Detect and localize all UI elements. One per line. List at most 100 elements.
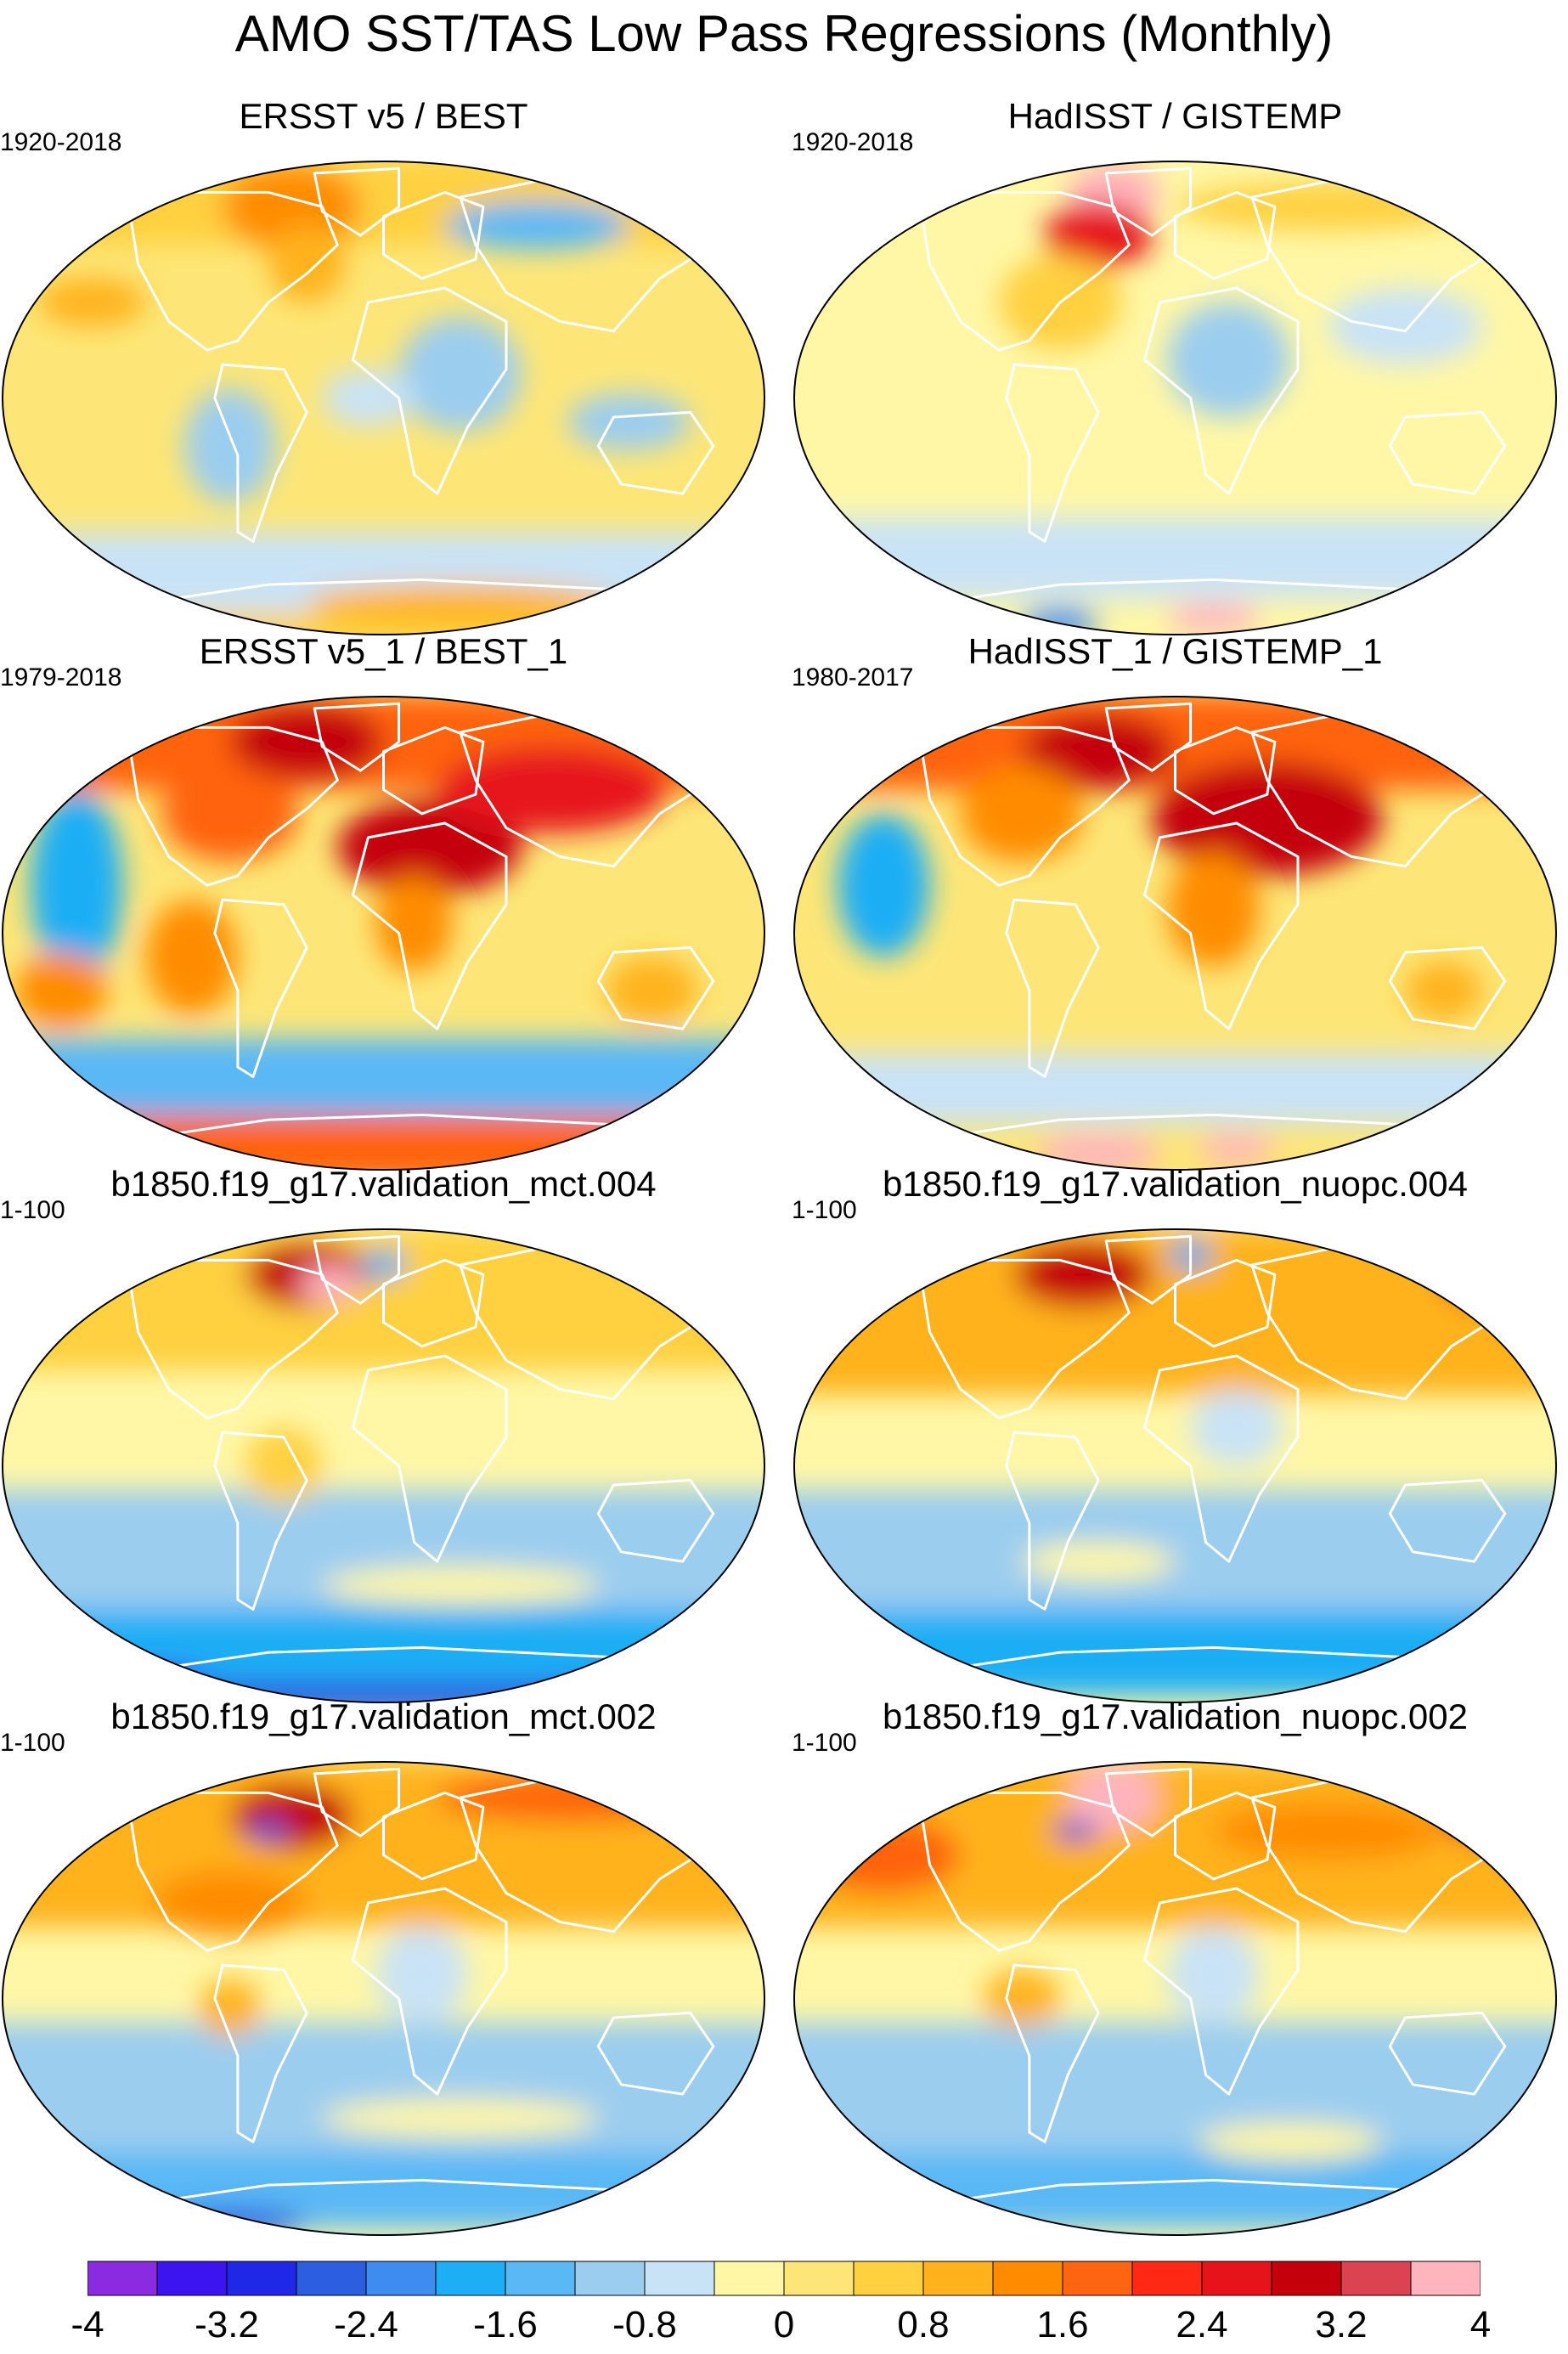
coastline-greenland (313, 1767, 401, 1837)
coastline-northAmerica (129, 1791, 339, 1952)
anomaly-region (606, 957, 698, 1025)
colorbar-tick-label: -3.2 (195, 2304, 259, 2346)
chart-title: AMO SST/TAS Low Pass Regressions (Monthl… (234, 5, 1334, 62)
coastline-southAmerica (1005, 1963, 1100, 2143)
coastline-europe (382, 1258, 485, 1348)
coastline-africa (351, 821, 508, 1030)
coastline-southAmerica (1005, 1431, 1100, 1611)
coastline-northAmerica (129, 190, 339, 352)
coastline-northAmerica (921, 725, 1131, 887)
zonal-band (794, 517, 1556, 599)
colorbar-swatch (1271, 2261, 1342, 2296)
anomaly-region (153, 2209, 307, 2235)
colorbar-swatch (574, 2261, 646, 2296)
anomaly-region (853, 1289, 1037, 1357)
colorbar-tick-label: 0 (773, 2304, 795, 2346)
anomaly-region (245, 1821, 292, 1841)
coastline-europe (382, 725, 485, 816)
coastline-australia (1388, 1478, 1507, 1563)
coastline-greenland (313, 167, 401, 237)
anomaly-region (444, 201, 629, 250)
world-map (793, 1761, 1557, 2236)
colorbar-swatch (505, 2261, 576, 2296)
coastline-australia (1388, 946, 1507, 1030)
world-map (793, 696, 1557, 1171)
anomaly-region (1167, 302, 1290, 418)
colorbar-swatch (922, 2261, 994, 2296)
colorbar-swatch (853, 2261, 924, 2296)
colorbar-swatch (1062, 2261, 1133, 2296)
colorbar-swatch (87, 2261, 158, 2296)
anomaly-region (437, 746, 668, 833)
colorbar-swatch (1201, 2261, 1272, 2296)
map-panel: HadISST_1 / GISTEMP_1 1980-2017 (792, 630, 1559, 1174)
anomaly-region (31, 789, 123, 981)
colorbar-tick-label: 0.8 (897, 2304, 950, 2346)
anomaly-region (807, 1816, 961, 1894)
colorbar-tick-label: -4 (71, 2304, 104, 2346)
map-panel: ERSST v5_1 / BEST_1 1979-2018 (0, 630, 767, 1174)
anomaly-region (99, 1666, 207, 1696)
panel-period: 1-100 (792, 1196, 857, 1224)
anomaly-region (567, 392, 691, 451)
panel-title: b1850.f19_g17.validation_mct.004 (110, 1164, 657, 1204)
panel-title: b1850.f19_g17.validation_mct.002 (110, 1696, 657, 1736)
anomaly-region (245, 1427, 323, 1504)
colorbar-swatch (226, 2261, 297, 2296)
anomaly-region (398, 316, 522, 432)
anomaly-region (15, 952, 108, 1030)
panel-period: 1920-2018 (0, 128, 122, 156)
panel-period: 1-100 (792, 1729, 857, 1757)
anomaly-region (360, 1250, 407, 1279)
coastline-southAmerica (1005, 898, 1100, 1078)
colorbar-tick-label: 3.2 (1315, 2304, 1368, 2346)
anomaly-region (1152, 760, 1383, 876)
colorbar-tick-label: -0.8 (612, 2304, 677, 2346)
colorbar-swatch (435, 2261, 506, 2296)
colorbar-tick-label: -2.4 (334, 2304, 398, 2346)
zonal-band (3, 2151, 764, 2228)
map-panel: b1850.f19_g17.validation_nuopc.004 1-100 (792, 1163, 1559, 1707)
coastline-southAmerica (1005, 363, 1100, 543)
zonal-band (794, 1489, 1556, 1610)
anomaly-region (1405, 962, 1482, 1019)
coastline-australia (596, 410, 715, 495)
colorbar-swatch (992, 2261, 1063, 2296)
anomaly-region (1213, 1802, 1444, 1860)
anomaly-region (268, 225, 346, 302)
anomaly-region (1052, 1821, 1099, 1841)
map-panel: b1850.f19_g17.validation_mct.002 1-100 (0, 1696, 767, 2239)
anomaly-region (153, 1869, 307, 1937)
zonal-band (794, 2151, 1556, 2228)
coastline-australia (596, 2011, 715, 2096)
colorbar-swatch (713, 2261, 785, 2296)
coastline-greenland (1104, 702, 1193, 772)
colorbar-tick-label: 4 (1469, 2304, 1492, 2346)
anomaly-region (322, 2098, 599, 2137)
anomaly-region (1198, 1133, 1275, 1163)
panel-period: 1980-2017 (792, 663, 914, 692)
coastline-greenland (1104, 1234, 1193, 1305)
anomaly-region (960, 765, 1084, 862)
coastline-australia (1388, 410, 1507, 495)
zonal-band (794, 1053, 1556, 1125)
anomaly-region (183, 388, 277, 504)
coastline-northAmerica (921, 1258, 1131, 1420)
coastline-africa (351, 1887, 508, 2096)
anomaly-region (38, 278, 146, 327)
zonal-band (3, 1038, 764, 1115)
anomaly-region (1167, 1927, 1260, 2023)
coastline-southAmerica (213, 363, 308, 543)
colorbar-swatch (296, 2261, 367, 2296)
world-map (793, 161, 1557, 635)
world-map (793, 1228, 1557, 1703)
anomaly-region (222, 163, 361, 250)
zonal-band (794, 2022, 1556, 2152)
colorbar-swatch (1340, 2261, 1412, 2296)
map-panel: HadISST / GISTEMP 1920-2018 (792, 95, 1559, 639)
colorbar-tick-labels: -4 -3.2 -2.4 -1.6 -0.8 0 0.8 1.6 2.4 3.2 4 (0, 2303, 1568, 2354)
anomaly-region (437, 1773, 713, 1822)
colorbar-swatch (644, 2261, 715, 2296)
anomaly-region (1198, 2122, 1383, 2161)
panel-period: 1979-2018 (0, 663, 122, 692)
